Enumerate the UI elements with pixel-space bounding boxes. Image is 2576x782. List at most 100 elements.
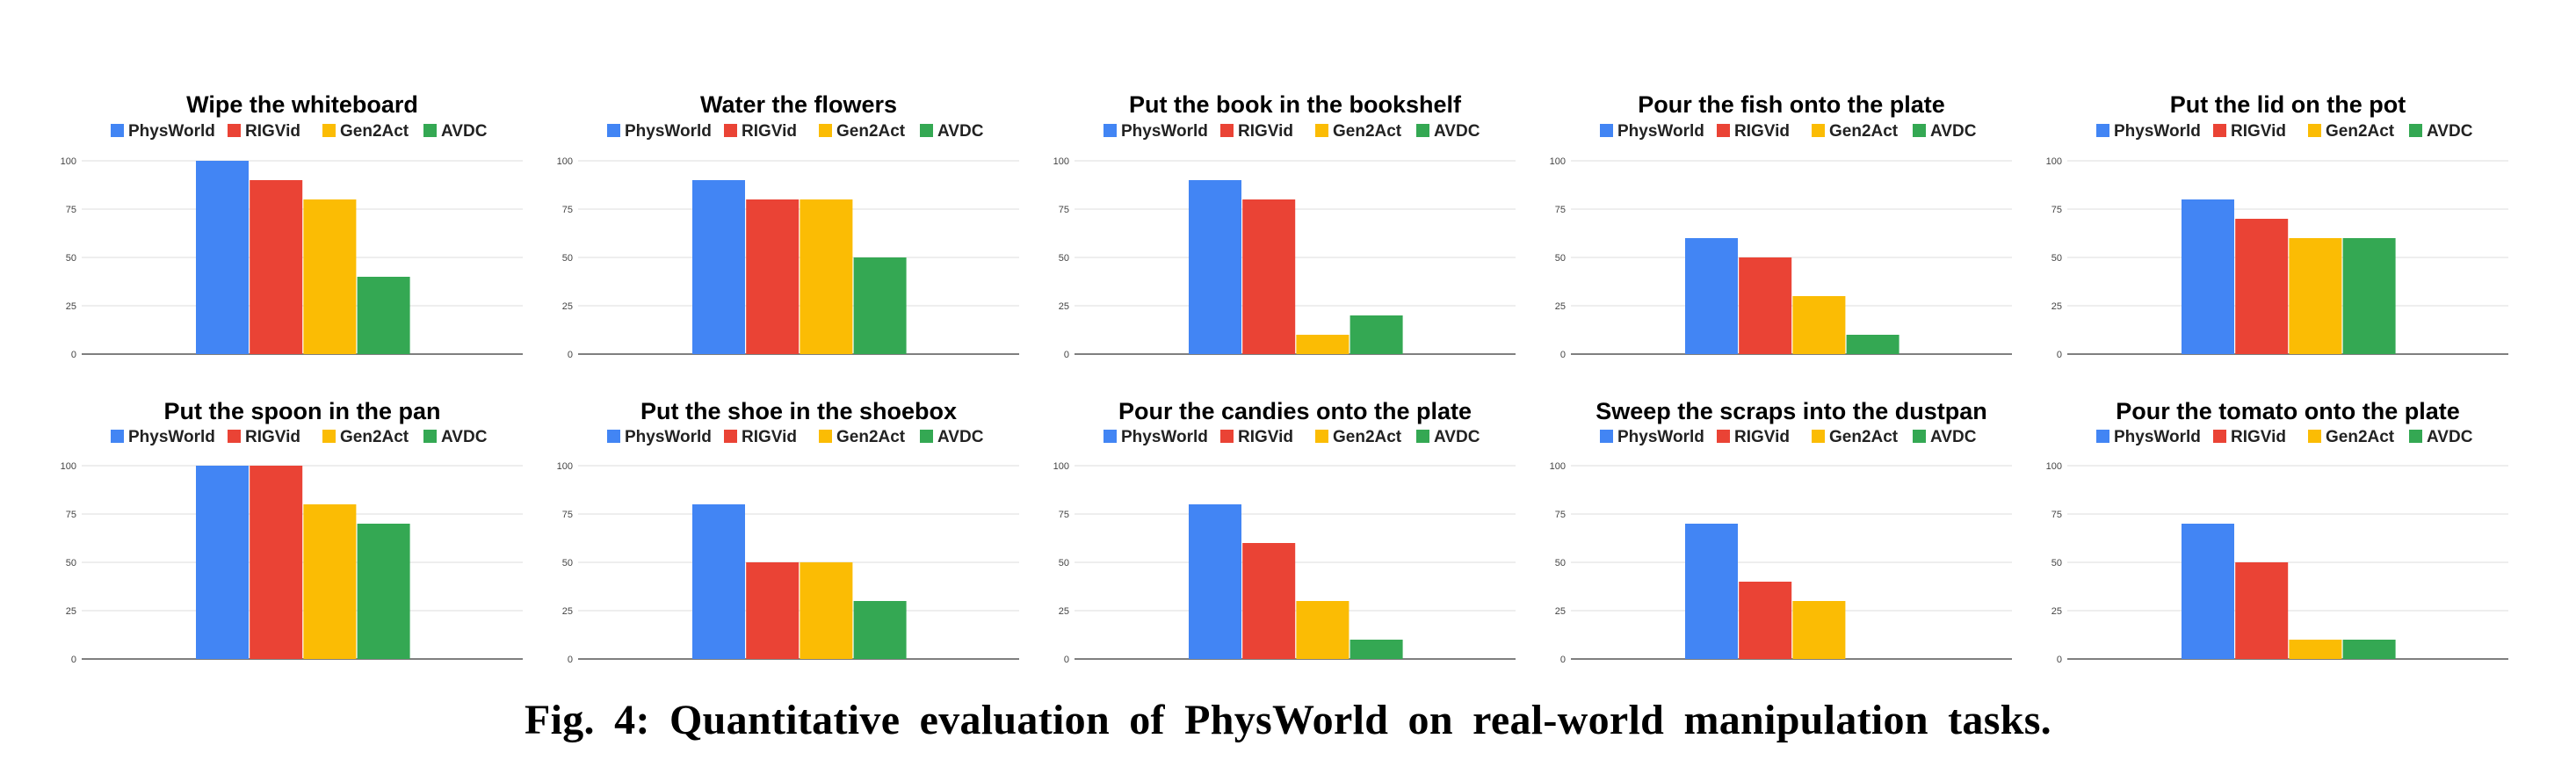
y-tick-label: 100 [61,461,76,472]
legend-item-gen2act: Gen2Act [1315,428,1402,446]
bar-gen2act [1792,296,1846,354]
legend-item-gen2act: Gen2Act [322,122,409,141]
legend-label: RIGVid [742,122,797,141]
legend-label: AVDC [2427,122,2473,141]
legend-item-rigvid: RIGVid [2213,122,2286,141]
y-tick-label: 0 [2057,350,2062,360]
legend-item-avdc: AVDC [1416,122,1480,141]
y-tick-label: 75 [562,205,573,215]
y-tick-label: 25 [66,301,76,312]
legend-label: PhysWorld [2114,122,2201,141]
legend-swatch [228,430,241,443]
bar-avdc [357,524,410,659]
legend-item-gen2act: Gen2Act [819,122,906,141]
legend-item-physworld: PhysWorld [607,428,712,446]
legend-item-physworld: PhysWorld [111,428,215,446]
y-tick-label: 50 [2051,253,2062,264]
legend-label: Gen2Act [1829,428,1899,446]
legend-label: AVDC [1930,428,1977,446]
legend-item-physworld: PhysWorld [2096,122,2201,141]
y-tick-label: 25 [2051,606,2062,617]
legend-swatch [1416,124,1429,137]
legend-item-physworld: PhysWorld [1103,428,1208,446]
legend-label: PhysWorld [1121,122,1208,141]
bar-avdc [1350,315,1403,354]
legend-item-avdc: AVDC [920,122,984,141]
y-tick-label: 50 [1059,558,1069,568]
legend-item-rigvid: RIGVid [1717,428,1790,446]
legend-label: PhysWorld [2114,428,2201,446]
chart-title: Pour the candies onto the plate [1118,398,1472,424]
legend-item-rigvid: RIGVid [724,428,797,446]
y-tick-label: 75 [66,510,76,520]
legend-label: PhysWorld [128,122,215,141]
bar-physworld [2182,524,2234,659]
legend-label: Gen2Act [340,428,409,446]
legend-item-rigvid: RIGVid [1220,428,1293,446]
legend-item-physworld: PhysWorld [1103,122,1208,141]
legend-label: RIGVid [1734,428,1790,446]
bar-rigvid [1739,257,1792,354]
legend-item-physworld: PhysWorld [1600,122,1704,141]
chart-title: Wipe the whiteboard [186,91,418,118]
legend-item-physworld: PhysWorld [111,122,215,141]
y-tick-label: 0 [1064,350,1069,360]
bar-gen2act [800,562,853,659]
legend-label: AVDC [937,122,984,141]
legend-swatch [2096,124,2109,137]
bar-rigvid [2235,562,2289,659]
bar-gen2act [2289,640,2342,659]
chart-panel-8: Pour the candies onto the plate PhysWorld… [1053,398,1516,665]
legend-swatch [2213,124,2226,137]
legend-item-physworld: PhysWorld [1600,428,1704,446]
chart-title: Put the lid on the pot [2170,91,2406,118]
bar-rigvid [250,466,303,659]
legend-label: RIGVid [1238,428,1293,446]
legend-label: AVDC [1434,428,1480,446]
legend-swatch [607,430,620,443]
bar-gen2act [303,504,357,659]
legend-label: RIGVid [1238,122,1293,141]
bar-avdc [357,277,410,354]
legend-label: RIGVid [2231,428,2286,446]
y-tick-label: 25 [66,606,76,617]
bar-rigvid [746,562,800,659]
legend-swatch [1812,124,1825,137]
bar-rigvid [250,180,303,354]
y-tick-label: 25 [562,606,573,617]
legend-label: Gen2Act [2326,428,2395,446]
chart-title: Pour the fish onto the plate [1638,91,1945,118]
bar-physworld [1685,524,1738,659]
legend-swatch [2308,430,2321,443]
legend-item-gen2act: Gen2Act [322,428,409,446]
legend-label: PhysWorld [128,428,215,446]
y-tick-label: 75 [2051,205,2062,215]
legend-item-rigvid: RIGVid [1717,122,1790,141]
legend-swatch [1416,430,1429,443]
legend-swatch [2409,430,2422,443]
bar-physworld [1685,238,1738,354]
y-tick-label: 50 [562,253,573,264]
bar-rigvid [1242,543,1296,659]
chart-title: Put the spoon in the pan [164,398,441,424]
chart-panel-5: Put the lid on the pot PhysWorld RIGVid Gen… [2046,91,2508,360]
legend-swatch [322,430,336,443]
legend-swatch [2308,124,2321,137]
y-tick-label: 75 [2051,510,2062,520]
bar-avdc [2342,238,2396,354]
y-tick-label: 75 [562,510,573,520]
y-tick-label: 75 [1059,510,1069,520]
y-tick-label: 0 [2057,655,2062,665]
bar-gen2act [303,199,357,354]
figure-charts: Wipe the whiteboard PhysWorld RIGVid Gen2Ac… [61,91,2508,665]
bar-rigvid [746,199,800,354]
bar-physworld [196,161,249,354]
legend-item-gen2act: Gen2Act [2308,122,2395,141]
y-tick-label: 50 [1059,253,1069,264]
legend-swatch [1913,124,1926,137]
bar-gen2act [1296,601,1350,659]
legend-label: PhysWorld [1617,428,1704,446]
bar-avdc [853,257,907,354]
legend-label: AVDC [441,428,488,446]
y-tick-label: 0 [71,350,76,360]
